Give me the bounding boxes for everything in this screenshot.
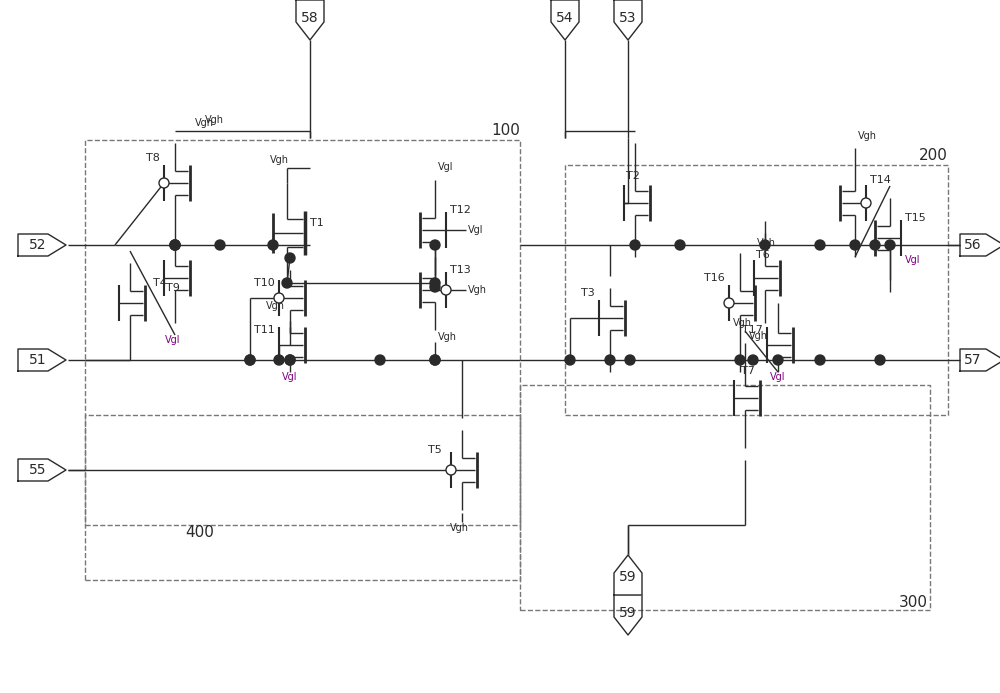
- Circle shape: [565, 355, 575, 365]
- Circle shape: [441, 285, 451, 295]
- Circle shape: [274, 355, 284, 365]
- Text: T6: T6: [756, 250, 770, 260]
- Text: Vgl: Vgl: [468, 225, 484, 235]
- Text: 55: 55: [29, 463, 46, 477]
- Text: 56: 56: [964, 238, 982, 252]
- Bar: [520, 385, 930, 610]
- Circle shape: [430, 240, 440, 250]
- Circle shape: [773, 355, 783, 365]
- Circle shape: [815, 240, 825, 250]
- Circle shape: [375, 355, 385, 365]
- Circle shape: [605, 355, 615, 365]
- Circle shape: [285, 253, 295, 263]
- Circle shape: [430, 355, 440, 365]
- Text: Vgh: Vgh: [733, 318, 752, 328]
- Circle shape: [446, 465, 456, 475]
- Text: T10: T10: [254, 278, 275, 288]
- Circle shape: [170, 240, 180, 250]
- Text: T7: T7: [741, 366, 755, 376]
- Circle shape: [861, 198, 871, 208]
- Circle shape: [625, 355, 635, 365]
- Text: 59: 59: [619, 570, 637, 584]
- Circle shape: [870, 240, 880, 250]
- Text: T12: T12: [450, 205, 471, 215]
- Circle shape: [735, 355, 745, 365]
- Circle shape: [760, 240, 770, 250]
- Text: Vgl: Vgl: [282, 372, 297, 382]
- Text: 51: 51: [29, 353, 46, 367]
- Text: T13: T13: [450, 265, 471, 275]
- Circle shape: [748, 355, 758, 365]
- Text: T8: T8: [146, 153, 160, 163]
- Circle shape: [268, 240, 278, 250]
- Text: Vgh: Vgh: [450, 523, 469, 533]
- Circle shape: [285, 355, 295, 365]
- Text: Vgh: Vgh: [858, 131, 877, 141]
- Text: Vgh: Vgh: [748, 331, 768, 341]
- Text: Vgl: Vgl: [164, 335, 180, 345]
- Text: T11: T11: [254, 325, 275, 335]
- Text: T16: T16: [704, 273, 725, 283]
- Circle shape: [245, 355, 255, 365]
- Text: T15: T15: [905, 213, 926, 223]
- Text: Vgh: Vgh: [438, 332, 457, 342]
- Text: 52: 52: [29, 238, 46, 252]
- Circle shape: [430, 355, 440, 365]
- Text: Vgh: Vgh: [270, 155, 289, 165]
- Bar: [85, 140, 520, 580]
- Text: Vgh: Vgh: [266, 301, 285, 311]
- Text: Vgh: Vgh: [468, 285, 487, 295]
- Circle shape: [885, 240, 895, 250]
- Text: 53: 53: [619, 11, 637, 25]
- Circle shape: [815, 355, 825, 365]
- Text: 54: 54: [556, 11, 574, 25]
- Circle shape: [245, 355, 255, 365]
- Text: Vgh: Vgh: [757, 238, 776, 248]
- Text: 59: 59: [619, 606, 637, 620]
- Text: T5: T5: [428, 445, 442, 455]
- Text: Vgh: Vgh: [195, 118, 214, 128]
- Text: 58: 58: [301, 11, 319, 25]
- Circle shape: [430, 278, 440, 288]
- Polygon shape: [614, 555, 642, 595]
- Text: 300: 300: [899, 595, 928, 610]
- Circle shape: [630, 240, 640, 250]
- Bar: [85, 415, 520, 525]
- Text: T3: T3: [581, 288, 595, 298]
- Circle shape: [850, 240, 860, 250]
- Text: 200: 200: [919, 148, 948, 163]
- Circle shape: [430, 282, 440, 292]
- Text: T17: T17: [742, 325, 763, 335]
- Text: 57: 57: [964, 353, 982, 367]
- Circle shape: [215, 240, 225, 250]
- Text: Vgl: Vgl: [770, 372, 785, 382]
- Text: T4: T4: [153, 278, 167, 288]
- Text: Vgl: Vgl: [905, 255, 920, 265]
- Circle shape: [282, 278, 292, 288]
- Circle shape: [724, 298, 734, 308]
- Text: Vgl: Vgl: [438, 162, 454, 172]
- Bar: [565, 165, 948, 415]
- Circle shape: [159, 178, 169, 188]
- Text: 400: 400: [186, 525, 214, 540]
- Text: T2: T2: [626, 171, 640, 181]
- Circle shape: [170, 240, 180, 250]
- Circle shape: [285, 355, 295, 365]
- Text: Vgh: Vgh: [205, 115, 224, 125]
- Text: T1: T1: [310, 218, 324, 228]
- Circle shape: [675, 240, 685, 250]
- Text: 100: 100: [491, 123, 520, 138]
- Text: T9: T9: [166, 283, 180, 293]
- Circle shape: [274, 293, 284, 303]
- Text: T14: T14: [870, 175, 891, 185]
- Circle shape: [170, 240, 180, 250]
- Circle shape: [875, 355, 885, 365]
